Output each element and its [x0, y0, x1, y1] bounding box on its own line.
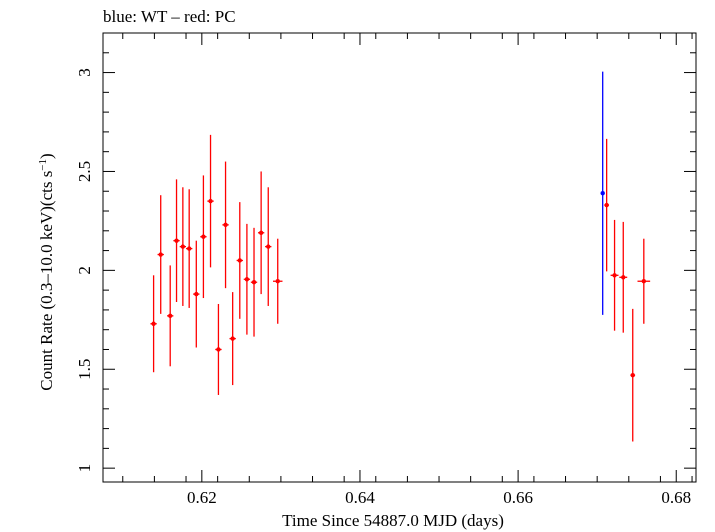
- point-marker: [621, 275, 626, 280]
- data-point: [186, 189, 193, 308]
- data-point: [157, 195, 164, 314]
- point-marker: [630, 372, 635, 378]
- data-point: [637, 238, 651, 324]
- point-marker: [600, 191, 605, 196]
- y-tick-label: 2: [75, 266, 94, 275]
- data-point: [610, 219, 619, 331]
- x-axis-label: Time Since 54887.0 MJD (days): [282, 511, 504, 530]
- point-marker: [275, 279, 280, 284]
- point-marker: [258, 230, 264, 235]
- data-point: [236, 202, 243, 319]
- point-marker: [237, 258, 242, 263]
- data-point: [193, 240, 200, 348]
- point-marker: [201, 234, 206, 239]
- y-tick-label: 2.5: [75, 161, 94, 182]
- data-point: [229, 292, 236, 386]
- point-marker: [208, 198, 213, 204]
- point-marker: [158, 252, 163, 257]
- y-axis-label: Count Rate (0.3–10.0 keV)(cts s−1): [37, 153, 56, 390]
- data-point: [150, 275, 157, 373]
- data-point: [604, 138, 610, 272]
- chart-title: blue: WT – red: PC: [103, 7, 236, 26]
- axis-ticks: [103, 32, 696, 482]
- data-point: [243, 223, 251, 335]
- data-points: [150, 71, 651, 442]
- point-marker: [612, 273, 617, 278]
- point-marker: [216, 347, 221, 352]
- data-point: [257, 171, 265, 295]
- point-marker: [604, 202, 609, 208]
- data-point: [250, 227, 258, 337]
- data-point: [173, 179, 180, 303]
- point-marker: [244, 277, 250, 282]
- point-marker: [230, 336, 235, 341]
- x-tick-label: 0.64: [345, 488, 375, 507]
- point-marker: [266, 244, 271, 249]
- data-point: [200, 175, 207, 299]
- data-point: [619, 221, 628, 333]
- data-point: [265, 187, 272, 306]
- data-point: [179, 187, 187, 306]
- point-marker: [174, 238, 179, 243]
- point-marker: [180, 244, 186, 249]
- x-tick-label: 0.68: [661, 488, 691, 507]
- point-marker: [641, 279, 647, 284]
- x-tick-label: 0.62: [187, 488, 217, 507]
- point-marker: [151, 321, 156, 326]
- data-point: [630, 308, 636, 442]
- data-point: [600, 71, 605, 315]
- y-tick-label: 1: [75, 464, 94, 473]
- data-point: [167, 265, 174, 367]
- x-tick-label: 0.66: [503, 488, 533, 507]
- point-marker: [251, 280, 257, 285]
- data-point: [207, 134, 214, 268]
- point-marker: [223, 222, 228, 228]
- data-point: [272, 238, 283, 324]
- y-tick-label: 1.5: [75, 359, 94, 380]
- data-point: [215, 303, 222, 395]
- data-point: [222, 161, 229, 289]
- point-marker: [186, 246, 192, 251]
- point-marker: [168, 313, 173, 319]
- y-tick-label: 3: [75, 68, 94, 77]
- point-marker: [194, 291, 199, 297]
- plot-frame: [102, 32, 697, 483]
- axis-tick-labels: 0.62 0.64 0.66 0.68 1 1.5 2 2.5 3: [75, 68, 691, 507]
